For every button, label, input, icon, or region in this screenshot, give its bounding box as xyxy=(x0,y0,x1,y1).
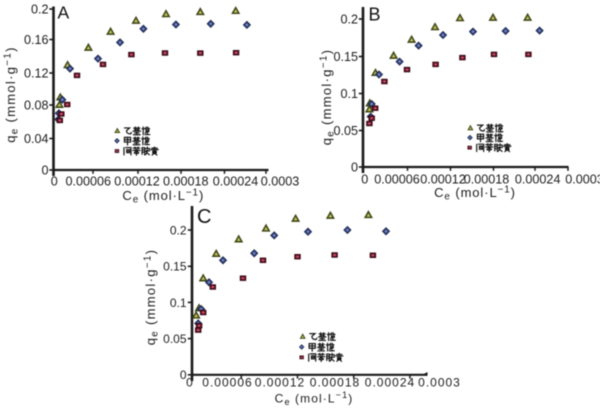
svg-text:0.0003: 0.0003 xyxy=(418,376,461,390)
svg-text:0.00024: 0.00024 xyxy=(515,172,561,186)
svg-text:qe (mmol·g−1): qe (mmol·g−1) xyxy=(143,249,161,346)
svg-text:0.2: 0.2 xyxy=(340,13,358,27)
svg-text:0.1: 0.1 xyxy=(170,296,187,310)
svg-text:0.2: 0.2 xyxy=(31,3,49,17)
svg-text:Ce (mol·L−1): Ce (mol·L−1) xyxy=(434,185,516,203)
svg-text:0.04: 0.04 xyxy=(24,132,49,146)
svg-text:0: 0 xyxy=(41,164,48,178)
svg-text:0.00012: 0.00012 xyxy=(255,376,305,390)
svg-text:0.00018: 0.00018 xyxy=(464,172,510,186)
svg-text:0: 0 xyxy=(361,172,368,186)
svg-text:0.0003: 0.0003 xyxy=(261,174,300,188)
svg-text:0.00024: 0.00024 xyxy=(365,376,415,390)
svg-text:0.05: 0.05 xyxy=(163,332,187,346)
svg-text:qe (mmol·g−1): qe (mmol·g−1) xyxy=(319,49,337,146)
svg-text:0.00006: 0.00006 xyxy=(66,174,112,188)
svg-text:0.1: 0.1 xyxy=(340,87,358,101)
svg-text:0.15: 0.15 xyxy=(163,260,187,274)
svg-text:0: 0 xyxy=(51,174,58,188)
svg-text:Ce (mol·L−1): Ce (mol·L−1) xyxy=(275,390,354,407)
svg-text:Ce (mol·L−1): Ce (mol·L−1) xyxy=(122,188,204,206)
svg-text:0.00006: 0.00006 xyxy=(374,172,420,186)
svg-text:0: 0 xyxy=(186,376,194,390)
svg-text:B: B xyxy=(369,5,381,25)
svg-text:C: C xyxy=(197,206,211,228)
svg-text:0.08: 0.08 xyxy=(24,99,49,113)
svg-text:0.05: 0.05 xyxy=(333,124,358,138)
svg-text:0.00024: 0.00024 xyxy=(213,174,259,188)
svg-text:0.0003: 0.0003 xyxy=(565,172,600,186)
svg-text:0.12: 0.12 xyxy=(24,67,49,81)
svg-text:0.00018: 0.00018 xyxy=(163,174,209,188)
svg-text:A: A xyxy=(58,3,70,23)
svg-text:0: 0 xyxy=(180,368,187,382)
svg-text:0.16: 0.16 xyxy=(24,33,49,47)
svg-text:0.00012: 0.00012 xyxy=(420,172,466,186)
svg-text:0.2: 0.2 xyxy=(170,223,187,237)
svg-text:0.15: 0.15 xyxy=(333,50,358,64)
svg-text:0.00006: 0.00006 xyxy=(202,376,252,390)
svg-text:qe (mmol·g−1): qe (mmol·g−1) xyxy=(3,46,21,143)
svg-text:0.00012: 0.00012 xyxy=(114,174,160,188)
svg-text:0: 0 xyxy=(351,161,358,175)
svg-text:0.00018: 0.00018 xyxy=(310,376,360,390)
